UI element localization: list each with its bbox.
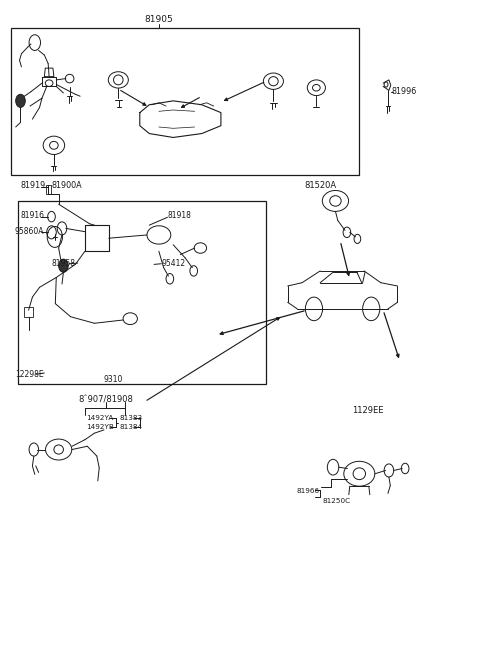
Text: 95412: 95412 (161, 259, 185, 267)
Text: 1129EE: 1129EE (352, 406, 384, 415)
Text: 1492YB: 1492YB (86, 424, 114, 430)
Text: 81250C: 81250C (322, 497, 350, 503)
Bar (11, 28, 360, 175)
Text: 9310: 9310 (104, 375, 123, 384)
Text: 8ˆ907/81908: 8ˆ907/81908 (79, 396, 133, 405)
Text: 81966: 81966 (296, 487, 319, 494)
Circle shape (59, 259, 68, 272)
Text: 81916: 81916 (21, 212, 45, 221)
Text: 95860A: 95860A (15, 227, 44, 236)
Text: 81918: 81918 (168, 212, 192, 221)
Text: 1492YA: 1492YA (86, 415, 114, 421)
Bar (46, 185, 50, 194)
Text: 81905: 81905 (144, 15, 173, 24)
Circle shape (16, 95, 25, 107)
Text: 12298E: 12298E (15, 370, 43, 379)
Bar (18, 201, 266, 384)
Text: 81384: 81384 (120, 424, 143, 430)
Text: 81383: 81383 (120, 415, 143, 421)
Text: 81900A: 81900A (51, 181, 82, 191)
Text: 81958: 81958 (51, 259, 75, 267)
Bar (24, 307, 34, 317)
Text: 81996: 81996 (392, 87, 417, 96)
Text: 81520A: 81520A (304, 181, 336, 191)
Text: 81919: 81919 (21, 181, 46, 191)
